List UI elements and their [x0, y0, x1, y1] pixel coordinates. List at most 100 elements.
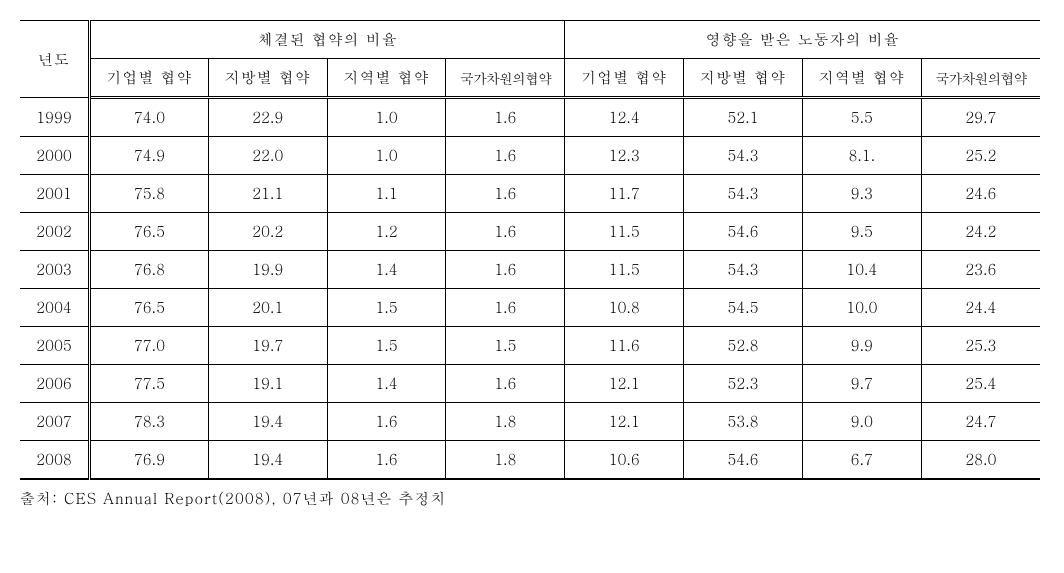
header-company-2: 기업별 협약 — [565, 59, 684, 98]
cell-b2: 52.8 — [684, 327, 803, 365]
cell-b3: 9.5 — [802, 213, 921, 251]
cell-year: 2001 — [20, 175, 90, 213]
cell-b1: 12.1 — [565, 365, 684, 403]
cell-a2: 20.1 — [208, 289, 327, 327]
header-local-1: 지방별 협약 — [208, 59, 327, 98]
table-row: 200074.922.01.01.612.354.38.1.25.2 — [20, 137, 1040, 175]
cell-a2: 19.7 — [208, 327, 327, 365]
cell-b2: 54.6 — [684, 441, 803, 480]
cell-b2: 54.3 — [684, 251, 803, 289]
cell-year: 2004 — [20, 289, 90, 327]
cell-a2: 19.1 — [208, 365, 327, 403]
cell-year: 2000 — [20, 137, 90, 175]
cell-a1: 77.5 — [90, 365, 209, 403]
cell-b3: 5.5 — [802, 98, 921, 137]
cell-b4: 28.0 — [921, 441, 1040, 480]
header-region-2: 지역별 협약 — [802, 59, 921, 98]
cell-b1: 12.3 — [565, 137, 684, 175]
data-table-container: 년도 체결된 협약의 비율 영향을 받은 노동자의 비율 기업별 협약 지방별 … — [20, 20, 1040, 509]
cell-b4: 29.7 — [921, 98, 1040, 137]
cell-b4: 25.3 — [921, 327, 1040, 365]
table-header: 년도 체결된 협약의 비율 영향을 받은 노동자의 비율 기업별 협약 지방별 … — [20, 21, 1040, 98]
cell-b2: 52.1 — [684, 98, 803, 137]
header-company-1: 기업별 협약 — [90, 59, 209, 98]
cell-b1: 10.6 — [565, 441, 684, 480]
cell-b3: 9.9 — [802, 327, 921, 365]
cell-b3: 6.7 — [802, 441, 921, 480]
table-row: 200376.819.91.41.611.554.310.423.6 — [20, 251, 1040, 289]
cell-b3: 9.3 — [802, 175, 921, 213]
cell-b2: 54.3 — [684, 175, 803, 213]
cell-a4: 1.6 — [446, 175, 565, 213]
header-group-affected-workers: 영향을 받은 노동자의 비율 — [565, 21, 1040, 59]
cell-a2: 19.4 — [208, 441, 327, 480]
cell-a1: 76.8 — [90, 251, 209, 289]
cell-b4: 24.7 — [921, 403, 1040, 441]
cell-a3: 1.5 — [327, 289, 446, 327]
cell-a4: 1.6 — [446, 251, 565, 289]
table-row: 200577.019.71.51.511.652.89.925.3 — [20, 327, 1040, 365]
table-body: 199974.022.91.01.612.452.15.529.7200074.… — [20, 98, 1040, 480]
cell-b1: 11.5 — [565, 213, 684, 251]
cell-year: 2007 — [20, 403, 90, 441]
header-local-2: 지방별 협약 — [684, 59, 803, 98]
cell-b4: 24.6 — [921, 175, 1040, 213]
cell-year: 2002 — [20, 213, 90, 251]
cell-b4: 24.4 — [921, 289, 1040, 327]
table-row: 200876.919.41.61.810.654.66.728.0 — [20, 441, 1040, 480]
cell-a1: 74.9 — [90, 137, 209, 175]
cell-b1: 11.6 — [565, 327, 684, 365]
cell-a4: 1.8 — [446, 441, 565, 480]
cell-a1: 78.3 — [90, 403, 209, 441]
cell-a4: 1.8 — [446, 403, 565, 441]
cell-a1: 76.5 — [90, 289, 209, 327]
table-row: 199974.022.91.01.612.452.15.529.7 — [20, 98, 1040, 137]
table-row: 200175.821.11.11.611.754.39.324.6 — [20, 175, 1040, 213]
cell-year: 2006 — [20, 365, 90, 403]
cell-a4: 1.6 — [446, 98, 565, 137]
cell-b3: 9.0 — [802, 403, 921, 441]
table-row: 200276.520.21.21.611.554.69.524.2 — [20, 213, 1040, 251]
cell-a2: 20.2 — [208, 213, 327, 251]
cell-a3: 1.6 — [327, 403, 446, 441]
cell-b1: 11.5 — [565, 251, 684, 289]
cell-a2: 22.0 — [208, 137, 327, 175]
header-national-1: 국가차원의협약 — [446, 59, 565, 98]
cell-a4: 1.6 — [446, 137, 565, 175]
cell-a1: 74.0 — [90, 98, 209, 137]
cell-b4: 25.2 — [921, 137, 1040, 175]
cell-a4: 1.6 — [446, 365, 565, 403]
table-row: 200476.520.11.51.610.854.510.024.4 — [20, 289, 1040, 327]
cell-b1: 10.8 — [565, 289, 684, 327]
cell-year: 2008 — [20, 441, 90, 480]
cell-a4: 1.6 — [446, 213, 565, 251]
header-year: 년도 — [20, 21, 90, 98]
cell-a3: 1.4 — [327, 251, 446, 289]
cell-a1: 76.9 — [90, 441, 209, 480]
cell-b3: 9.7 — [802, 365, 921, 403]
cell-b1: 12.4 — [565, 98, 684, 137]
header-national-2: 국가차원의협약 — [921, 59, 1040, 98]
cell-b2: 53.8 — [684, 403, 803, 441]
cell-year: 2005 — [20, 327, 90, 365]
cell-a2: 22.9 — [208, 98, 327, 137]
header-group-agreement-ratio: 체결된 협약의 비율 — [90, 21, 565, 59]
cell-year: 2003 — [20, 251, 90, 289]
cell-year: 1999 — [20, 98, 90, 137]
cell-a3: 1.4 — [327, 365, 446, 403]
cell-a3: 1.2 — [327, 213, 446, 251]
cell-b3: 10.4 — [802, 251, 921, 289]
cell-a3: 1.0 — [327, 137, 446, 175]
cell-b1: 11.7 — [565, 175, 684, 213]
cell-b1: 12.1 — [565, 403, 684, 441]
cell-b2: 54.3 — [684, 137, 803, 175]
cell-a3: 1.0 — [327, 98, 446, 137]
agreement-ratio-table: 년도 체결된 협약의 비율 영향을 받은 노동자의 비율 기업별 협약 지방별 … — [20, 20, 1040, 480]
cell-a3: 1.6 — [327, 441, 446, 480]
cell-b4: 25.4 — [921, 365, 1040, 403]
cell-a2: 19.4 — [208, 403, 327, 441]
cell-a1: 75.8 — [90, 175, 209, 213]
cell-a2: 21.1 — [208, 175, 327, 213]
cell-a4: 1.6 — [446, 289, 565, 327]
cell-a1: 77.0 — [90, 327, 209, 365]
